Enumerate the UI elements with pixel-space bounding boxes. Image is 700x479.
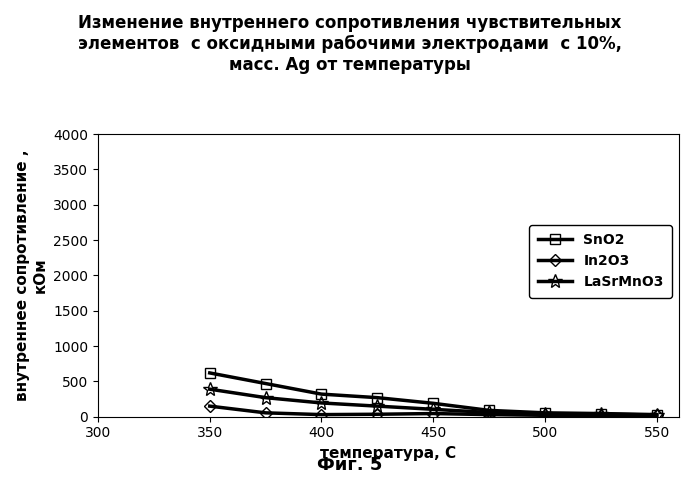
SnO2 [206,370,214,376]
SnO2 [652,412,661,418]
In2O3 [429,411,438,416]
SnO2 [485,408,494,413]
LaSrMnO3 [317,400,326,406]
In2O3 [317,412,326,418]
SnO2 [261,381,270,387]
X-axis label: температура, С: температура, С [321,446,456,461]
In2O3 [206,403,214,409]
Line: LaSrMnO3: LaSrMnO3 [203,382,664,422]
SnO2 [429,400,438,406]
Legend: SnO2, In2O3, LaSrMnO3: SnO2, In2O3, LaSrMnO3 [529,225,672,297]
SnO2 [596,411,605,416]
Line: SnO2: SnO2 [205,368,661,420]
In2O3 [596,413,605,419]
LaSrMnO3 [652,412,661,418]
In2O3 [373,411,382,417]
In2O3 [261,410,270,416]
SnO2 [373,395,382,400]
In2O3 [485,412,494,418]
LaSrMnO3 [261,395,270,400]
Text: Изменение внутреннего сопротивления чувствительных
элементов  с оксидными рабочи: Изменение внутреннего сопротивления чувс… [78,14,622,74]
Y-axis label: внутреннее сопротивление ,
кОм: внутреннее сопротивление , кОм [15,149,48,401]
LaSrMnO3 [485,410,494,415]
LaSrMnO3 [373,403,382,409]
SnO2 [317,391,326,397]
LaSrMnO3 [429,407,438,412]
In2O3 [540,412,549,418]
Line: In2O3: In2O3 [206,402,661,420]
SnO2 [540,410,549,416]
In2O3 [652,412,661,418]
Text: Фиг. 5: Фиг. 5 [317,456,383,474]
LaSrMnO3 [540,411,549,417]
LaSrMnO3 [206,386,214,392]
LaSrMnO3 [596,411,605,417]
